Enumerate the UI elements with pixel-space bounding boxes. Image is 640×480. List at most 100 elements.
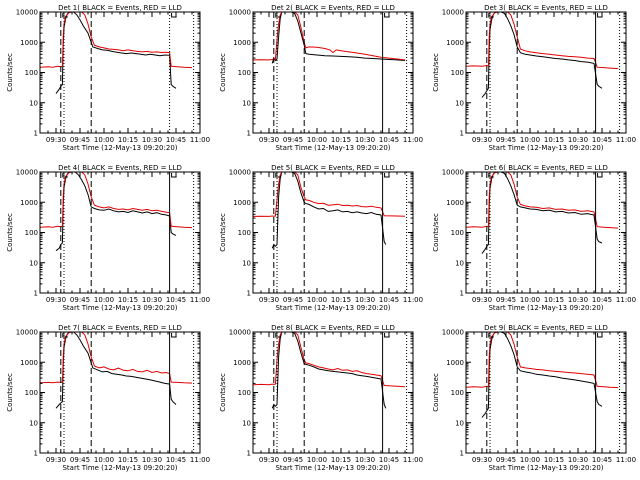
lld-series-line <box>40 332 193 384</box>
x-tick-label: 09:45 <box>496 136 516 144</box>
marker-bracket <box>597 13 603 18</box>
x-tick-label: 10:00 <box>307 136 327 144</box>
x-tick-label: 09:45 <box>283 456 303 464</box>
y-tick-label: 10000 <box>16 329 38 337</box>
lld-series-line <box>466 12 619 70</box>
x-tick-label: 10:45 <box>379 136 399 144</box>
x-tick-label: 10:15 <box>544 136 564 144</box>
x-tick-label: 09:45 <box>283 296 303 304</box>
detector-panel: 1 10 100 1000 10000 09:30 09:45 10:00 10:15 10:30… <box>426 320 639 480</box>
marker-bracket <box>275 13 281 18</box>
x-tick-label: 10:00 <box>520 296 540 304</box>
x-tick-label: 10:15 <box>544 456 564 464</box>
x-tick-label: 10:30 <box>142 456 162 464</box>
y-tick-label: 1 <box>460 290 464 298</box>
y-tick-label: 10 <box>455 419 464 427</box>
detector-chart: 1 10 100 1000 10000 09:30 09:45 10:00 10:15 10:30… <box>432 324 636 472</box>
marker-bracket <box>275 173 281 178</box>
y-axis-label: Counts/sec <box>432 53 440 92</box>
x-tick-label: 09:30 <box>472 296 492 304</box>
x-tick-label: 10:15 <box>544 296 564 304</box>
x-tick-label: 10:00 <box>94 456 114 464</box>
detector-chart: 1 10 100 1000 10000 09:30 09:45 10:00 10:15 10:30… <box>219 4 423 152</box>
y-tick-label: 1 <box>460 450 464 458</box>
x-tick-label: 11:00 <box>403 296 423 304</box>
series-group <box>466 172 619 254</box>
events-series-line <box>481 172 603 254</box>
y-axis-label: Counts/sec <box>6 53 14 92</box>
y-tick-label: 1000 <box>20 199 38 207</box>
y-tick-label: 10 <box>242 419 251 427</box>
x-axis-label: Start Time (12-May-13 09:20:20) <box>488 144 603 152</box>
x-tick-label: 11:00 <box>190 296 210 304</box>
chart-title: Det 4( BLACK = Events, RED = LLD <box>58 164 182 172</box>
x-tick-label: 10:45 <box>592 136 612 144</box>
detector-chart: 1 10 100 1000 10000 09:30 09:45 10:00 10:15 10:30… <box>6 324 210 472</box>
series-group <box>466 12 619 98</box>
y-tick-label: 1 <box>34 130 38 138</box>
x-tick-label: 10:00 <box>307 456 327 464</box>
detector-chart: 1 10 100 1000 10000 09:30 09:45 10:00 10:15 10:30… <box>219 164 423 312</box>
marker-bracket <box>62 13 68 18</box>
x-axis-label: Start Time (12-May-13 09:20:20) <box>62 144 177 152</box>
y-tick-label: 1 <box>247 290 251 298</box>
series-group <box>466 332 619 418</box>
marker-bracket <box>171 13 177 18</box>
lld-series-line <box>40 172 193 229</box>
x-tick-label: 11:00 <box>190 136 210 144</box>
marker-bracket <box>488 333 494 338</box>
x-tick-label: 11:00 <box>403 136 423 144</box>
x-tick-label: 10:15 <box>331 296 351 304</box>
marker-bracket <box>597 333 603 338</box>
x-tick-label: 10:30 <box>142 136 162 144</box>
x-tick-label: 10:00 <box>520 456 540 464</box>
detector-chart: 1 10 100 1000 10000 09:30 09:45 10:00 10:15 10:30… <box>219 324 423 472</box>
x-tick-label: 09:30 <box>46 136 66 144</box>
x-axis-label: Start Time (12-May-13 09:20:20) <box>488 304 603 312</box>
y-tick-label: 1000 <box>446 359 464 367</box>
x-tick-label: 10:45 <box>592 296 612 304</box>
x-tick-label: 10:30 <box>568 296 588 304</box>
marker-bracket <box>597 173 603 178</box>
y-axis-label: Counts/sec <box>219 53 227 92</box>
y-tick-label: 10000 <box>442 169 464 177</box>
chart-title: Det 8( BLACK = Events, RED = LLD <box>271 324 395 332</box>
y-axis-label: Counts/sec <box>432 373 440 412</box>
lld-series-line <box>253 332 406 388</box>
y-tick-label: 10000 <box>442 9 464 17</box>
x-tick-label: 10:15 <box>331 456 351 464</box>
x-axis-label: Start Time (12-May-13 09:20:20) <box>275 144 390 152</box>
y-tick-label: 10000 <box>16 9 38 17</box>
x-tick-label: 09:45 <box>70 296 90 304</box>
y-tick-label: 1 <box>460 130 464 138</box>
y-tick-label: 1 <box>247 450 251 458</box>
x-tick-label: 11:00 <box>403 456 423 464</box>
x-tick-label: 10:45 <box>166 296 186 304</box>
y-tick-label: 10000 <box>229 169 251 177</box>
x-tick-label: 11:00 <box>616 456 636 464</box>
marker-bracket <box>488 13 494 18</box>
x-axis-label: Start Time (12-May-13 09:20:20) <box>275 464 390 472</box>
x-tick-label: 10:45 <box>592 456 612 464</box>
lld-series-line <box>466 172 619 229</box>
y-tick-label: 10 <box>242 259 251 267</box>
x-tick-label: 09:30 <box>472 456 492 464</box>
y-axis-label: Counts/sec <box>6 213 14 252</box>
marker-bracket <box>275 333 281 338</box>
events-series-line <box>55 332 177 409</box>
lld-series-line <box>466 332 619 389</box>
series-group <box>253 172 406 249</box>
y-tick-label: 10 <box>455 99 464 107</box>
series-group <box>40 172 193 252</box>
y-tick-label: 100 <box>25 69 38 77</box>
x-tick-label: 09:45 <box>283 136 303 144</box>
x-tick-label: 10:45 <box>379 456 399 464</box>
y-tick-label: 10000 <box>442 329 464 337</box>
y-tick-label: 100 <box>451 69 464 77</box>
lld-series-line <box>40 12 193 69</box>
y-tick-label: 100 <box>238 229 251 237</box>
y-tick-label: 1000 <box>20 359 38 367</box>
y-tick-label: 10 <box>29 259 38 267</box>
x-tick-label: 11:00 <box>190 456 210 464</box>
